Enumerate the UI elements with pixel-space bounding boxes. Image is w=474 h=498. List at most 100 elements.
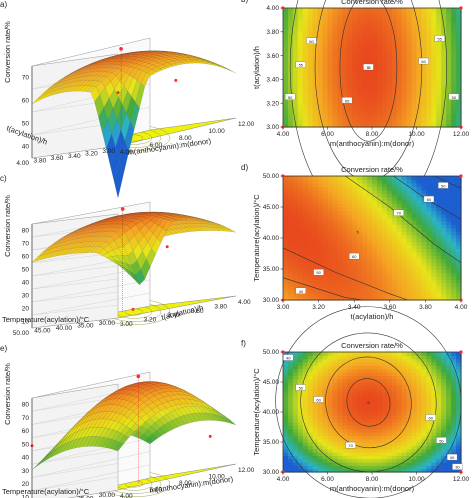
heat-cell [347,355,353,360]
heat-cell [426,31,432,36]
surface-cell [170,56,180,59]
heat-cell [362,107,368,112]
heat-cell [376,269,383,274]
heat-cell [372,258,378,263]
heat-cell [411,14,418,19]
heat-cell [352,395,358,400]
heat-cell [362,289,368,294]
heat-cell [431,27,437,32]
heat-cell [431,220,437,225]
heat-cell [317,275,324,280]
heat-cell [431,272,437,277]
heat-cell [297,196,304,201]
heat-cell [441,193,447,198]
heat-cell [416,200,423,205]
heat-cell [411,31,418,36]
heat-cell [431,458,437,463]
heat-cell [362,418,368,423]
heat-cell [283,21,289,26]
heat-cell [372,8,378,12]
heat-cell [357,213,363,218]
heat-cell [456,103,462,108]
heat-cell [307,296,314,301]
heat-cell [421,207,427,212]
heat-cell [386,47,393,52]
heat-cell [401,50,408,55]
heat-cell [327,392,334,396]
heat-cell [317,248,324,253]
heat-cell [283,258,289,263]
heat-cell [451,234,457,239]
heat-cell [362,17,368,22]
heat-cell [362,258,368,263]
heat-cell [411,50,418,55]
heat-cell [426,41,432,45]
heat-cell [386,44,393,49]
heat-cell [302,87,309,92]
heat-cell [396,103,403,108]
heat-cell [386,286,393,291]
heat-cell [307,107,314,112]
heat-cell [357,241,363,246]
heat-cell [436,265,442,270]
heat-cell [342,179,348,184]
heat-cell [307,455,314,460]
heat-cell [441,67,447,72]
heat-cell [401,196,408,201]
heat-cell [426,93,432,98]
heat-cell [312,60,319,65]
heat-cell [347,70,353,75]
heat-cell [401,265,408,270]
heat-cell [431,31,437,36]
heat-cell [406,365,413,370]
heat-cell [376,258,383,263]
heat-cell [421,77,427,82]
heat-cell [357,11,363,16]
heat-cell [381,442,388,446]
heat-cell [332,368,338,373]
heat-cell [416,21,423,26]
heat-cell [287,238,294,243]
heat-cell [372,179,378,184]
heat-cell [307,355,314,360]
heat-cell [287,70,294,75]
heat-cell [302,248,309,253]
heat-cell [322,362,329,366]
y-tick-label: 30.00 [263,469,280,476]
heat-cell [332,41,338,45]
heat-cell [411,452,418,456]
heat-cell [411,448,418,453]
heat-cell [446,179,452,184]
heat-cell [396,296,403,301]
heat-cell [396,27,403,32]
heat-cell [416,368,423,373]
heat-cell [421,227,427,232]
surface-cell [113,160,124,198]
heat-cell [416,468,423,473]
heat-cell [352,244,358,249]
heat-cell [357,107,363,112]
heat-cell [307,438,314,443]
surface-cell [221,65,231,71]
heat-cell [283,90,289,95]
heat-cell [416,77,423,82]
heat-cell [327,435,334,440]
heat-cell [322,286,329,291]
heat-cell [441,57,447,62]
heat-cell [396,382,403,386]
heat-cell [386,64,393,69]
heat-cell [436,408,442,413]
heat-cell [302,458,309,463]
heat-cell [332,415,338,420]
heat-cell [411,196,418,201]
heat-cell [342,220,348,225]
surface-cell [82,226,92,232]
heat-cell [436,120,442,125]
heat-cell [406,123,413,128]
heat-cell [337,392,343,396]
heat-cell [372,368,378,373]
heat-cell [372,227,378,232]
heat-cell [441,60,447,65]
heat-cell [287,468,294,473]
heat-cell [411,117,418,121]
